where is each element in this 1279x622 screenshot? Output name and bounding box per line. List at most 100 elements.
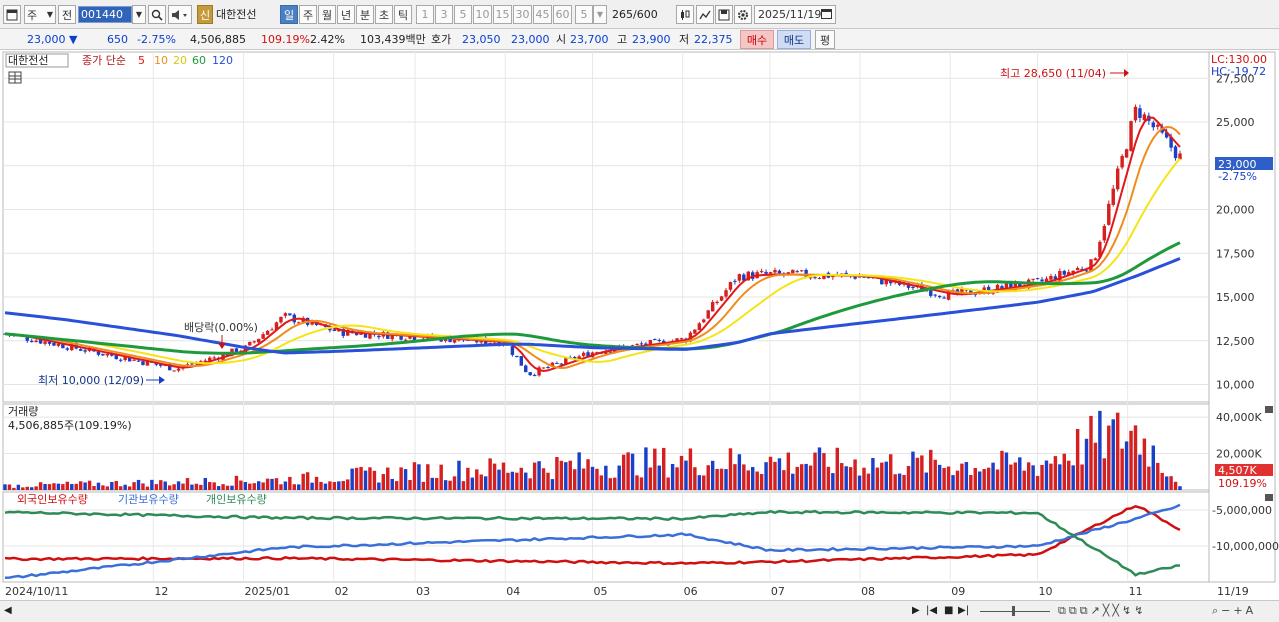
market-select[interactable]: 주 ▼ — [24, 5, 56, 24]
volume-bar — [581, 468, 586, 490]
volume-bar — [630, 453, 635, 490]
volume-bar — [181, 483, 185, 490]
scroll-left-icon[interactable]: ◀ — [4, 605, 12, 616]
period-second[interactable]: 초 — [375, 5, 393, 24]
period-tick[interactable]: 틱 — [394, 5, 412, 24]
candle-body — [1000, 286, 1004, 289]
volume-bar — [381, 474, 386, 490]
prev-button[interactable]: 전 — [58, 5, 76, 24]
period-day[interactable]: 일 — [280, 5, 298, 24]
volume-bar — [541, 468, 546, 490]
volume-bar — [977, 471, 982, 490]
interval-45[interactable]: 45 — [533, 5, 552, 24]
volume-bar — [764, 462, 768, 490]
zoom-slider-handle[interactable] — [1012, 606, 1015, 616]
volume-bar — [653, 448, 657, 490]
candle-type-icon[interactable] — [676, 5, 694, 24]
candle-body — [884, 279, 888, 285]
volume-bar — [804, 463, 808, 490]
volume-bar — [239, 480, 243, 490]
volume-bar — [875, 467, 880, 490]
save-icon[interactable] — [715, 5, 733, 24]
eval-button[interactable]: 평 — [815, 30, 835, 49]
stop-icon[interactable]: ■ — [944, 605, 954, 616]
volume-bar — [1075, 428, 1080, 490]
volume-bar — [1102, 458, 1107, 490]
candle-body — [234, 348, 239, 354]
volume-bar — [710, 460, 715, 490]
volume-bar — [292, 484, 297, 490]
draw-tools-icon[interactable]: ⧉⧉⧉↗╳╳↯↯ — [1058, 604, 1147, 617]
volume-panel-close-icon[interactable] — [1265, 406, 1273, 413]
scroll-right-icon[interactable]: ▶ — [912, 605, 920, 616]
low-price: 22,375 — [694, 33, 733, 46]
gear-icon[interactable] — [734, 5, 752, 24]
candle-body — [261, 334, 265, 339]
candle-body — [1129, 121, 1133, 151]
current-pct-tag: -2.75% — [1218, 170, 1257, 183]
x-tick-label: 03 — [416, 585, 430, 598]
interval-5[interactable]: 5 — [454, 5, 472, 24]
candle-body — [1018, 283, 1022, 288]
data-count[interactable]: 265/600 — [612, 7, 658, 22]
interval-3[interactable]: 3 — [435, 5, 453, 24]
candle-body — [452, 340, 457, 343]
volume-bar — [768, 456, 773, 490]
interval-10[interactable]: 10 — [473, 5, 492, 24]
candle-body — [212, 357, 216, 359]
candle-body — [586, 352, 590, 358]
holdings-panel-close-icon[interactable] — [1265, 494, 1273, 501]
volume-bar — [34, 486, 38, 490]
volume-bar — [221, 484, 225, 490]
buy-button[interactable]: 매수 — [740, 30, 774, 49]
volume-bar — [212, 482, 216, 490]
candle-body — [608, 351, 613, 353]
interval-30[interactable]: 30 — [513, 5, 532, 24]
volume-bars — [3, 410, 1182, 490]
volume-bar — [501, 462, 506, 490]
sound-icon[interactable] — [168, 5, 192, 24]
zoom-slider[interactable] — [980, 611, 1050, 612]
date-input[interactable]: 2025/11/19 — [754, 5, 836, 24]
candle-body — [248, 341, 252, 346]
period-year[interactable]: 년 — [337, 5, 355, 24]
candle-body — [1058, 271, 1062, 282]
sell-button[interactable]: 매도 — [777, 30, 811, 49]
volume-current-tag — [1215, 464, 1273, 476]
interval-15[interactable]: 15 — [493, 5, 512, 24]
code-dropdown-icon[interactable]: ▼ — [132, 5, 146, 24]
calendar-icon[interactable] — [821, 8, 833, 22]
first-page-icon[interactable]: |◀ — [926, 605, 938, 616]
interval-60[interactable]: 60 — [553, 5, 572, 24]
x-tick-label: 05 — [594, 585, 608, 598]
volume-bar — [368, 467, 372, 490]
period-month[interactable]: 월 — [318, 5, 336, 24]
table-icon[interactable] — [8, 71, 22, 84]
volume-bar — [199, 484, 203, 490]
y-tick-label: 27,500 — [1216, 72, 1255, 85]
volume-bar — [301, 473, 305, 490]
x-tick-label: 11 — [1129, 585, 1143, 598]
indicator-icon[interactable] — [696, 5, 714, 24]
interval-1[interactable]: 1 — [416, 5, 434, 24]
interval-custom-input[interactable]: 5 — [575, 5, 593, 24]
last-page-icon[interactable]: ▶| — [958, 605, 970, 616]
period-minute[interactable]: 분 — [356, 5, 374, 24]
turnover-rate: 2.42% — [310, 33, 345, 46]
volume-bar — [1160, 472, 1164, 490]
candle-body — [208, 357, 212, 361]
candle-body — [813, 277, 817, 279]
candle-body — [737, 274, 742, 281]
period-week[interactable]: 주 — [299, 5, 317, 24]
volume-bar — [1026, 462, 1031, 490]
search-icon[interactable] — [148, 5, 166, 24]
stock-code-input[interactable] — [78, 6, 132, 23]
candle-body — [252, 341, 256, 343]
volume-bar — [488, 458, 492, 490]
window-menu-icon[interactable] — [3, 5, 21, 24]
volume-bar — [1173, 481, 1178, 490]
candle-body — [595, 352, 599, 354]
chevron-down-icon[interactable]: ▼ — [593, 5, 607, 24]
zoom-tools-icon[interactable]: ⌕−+A — [1212, 604, 1257, 617]
candle-body — [764, 271, 768, 274]
